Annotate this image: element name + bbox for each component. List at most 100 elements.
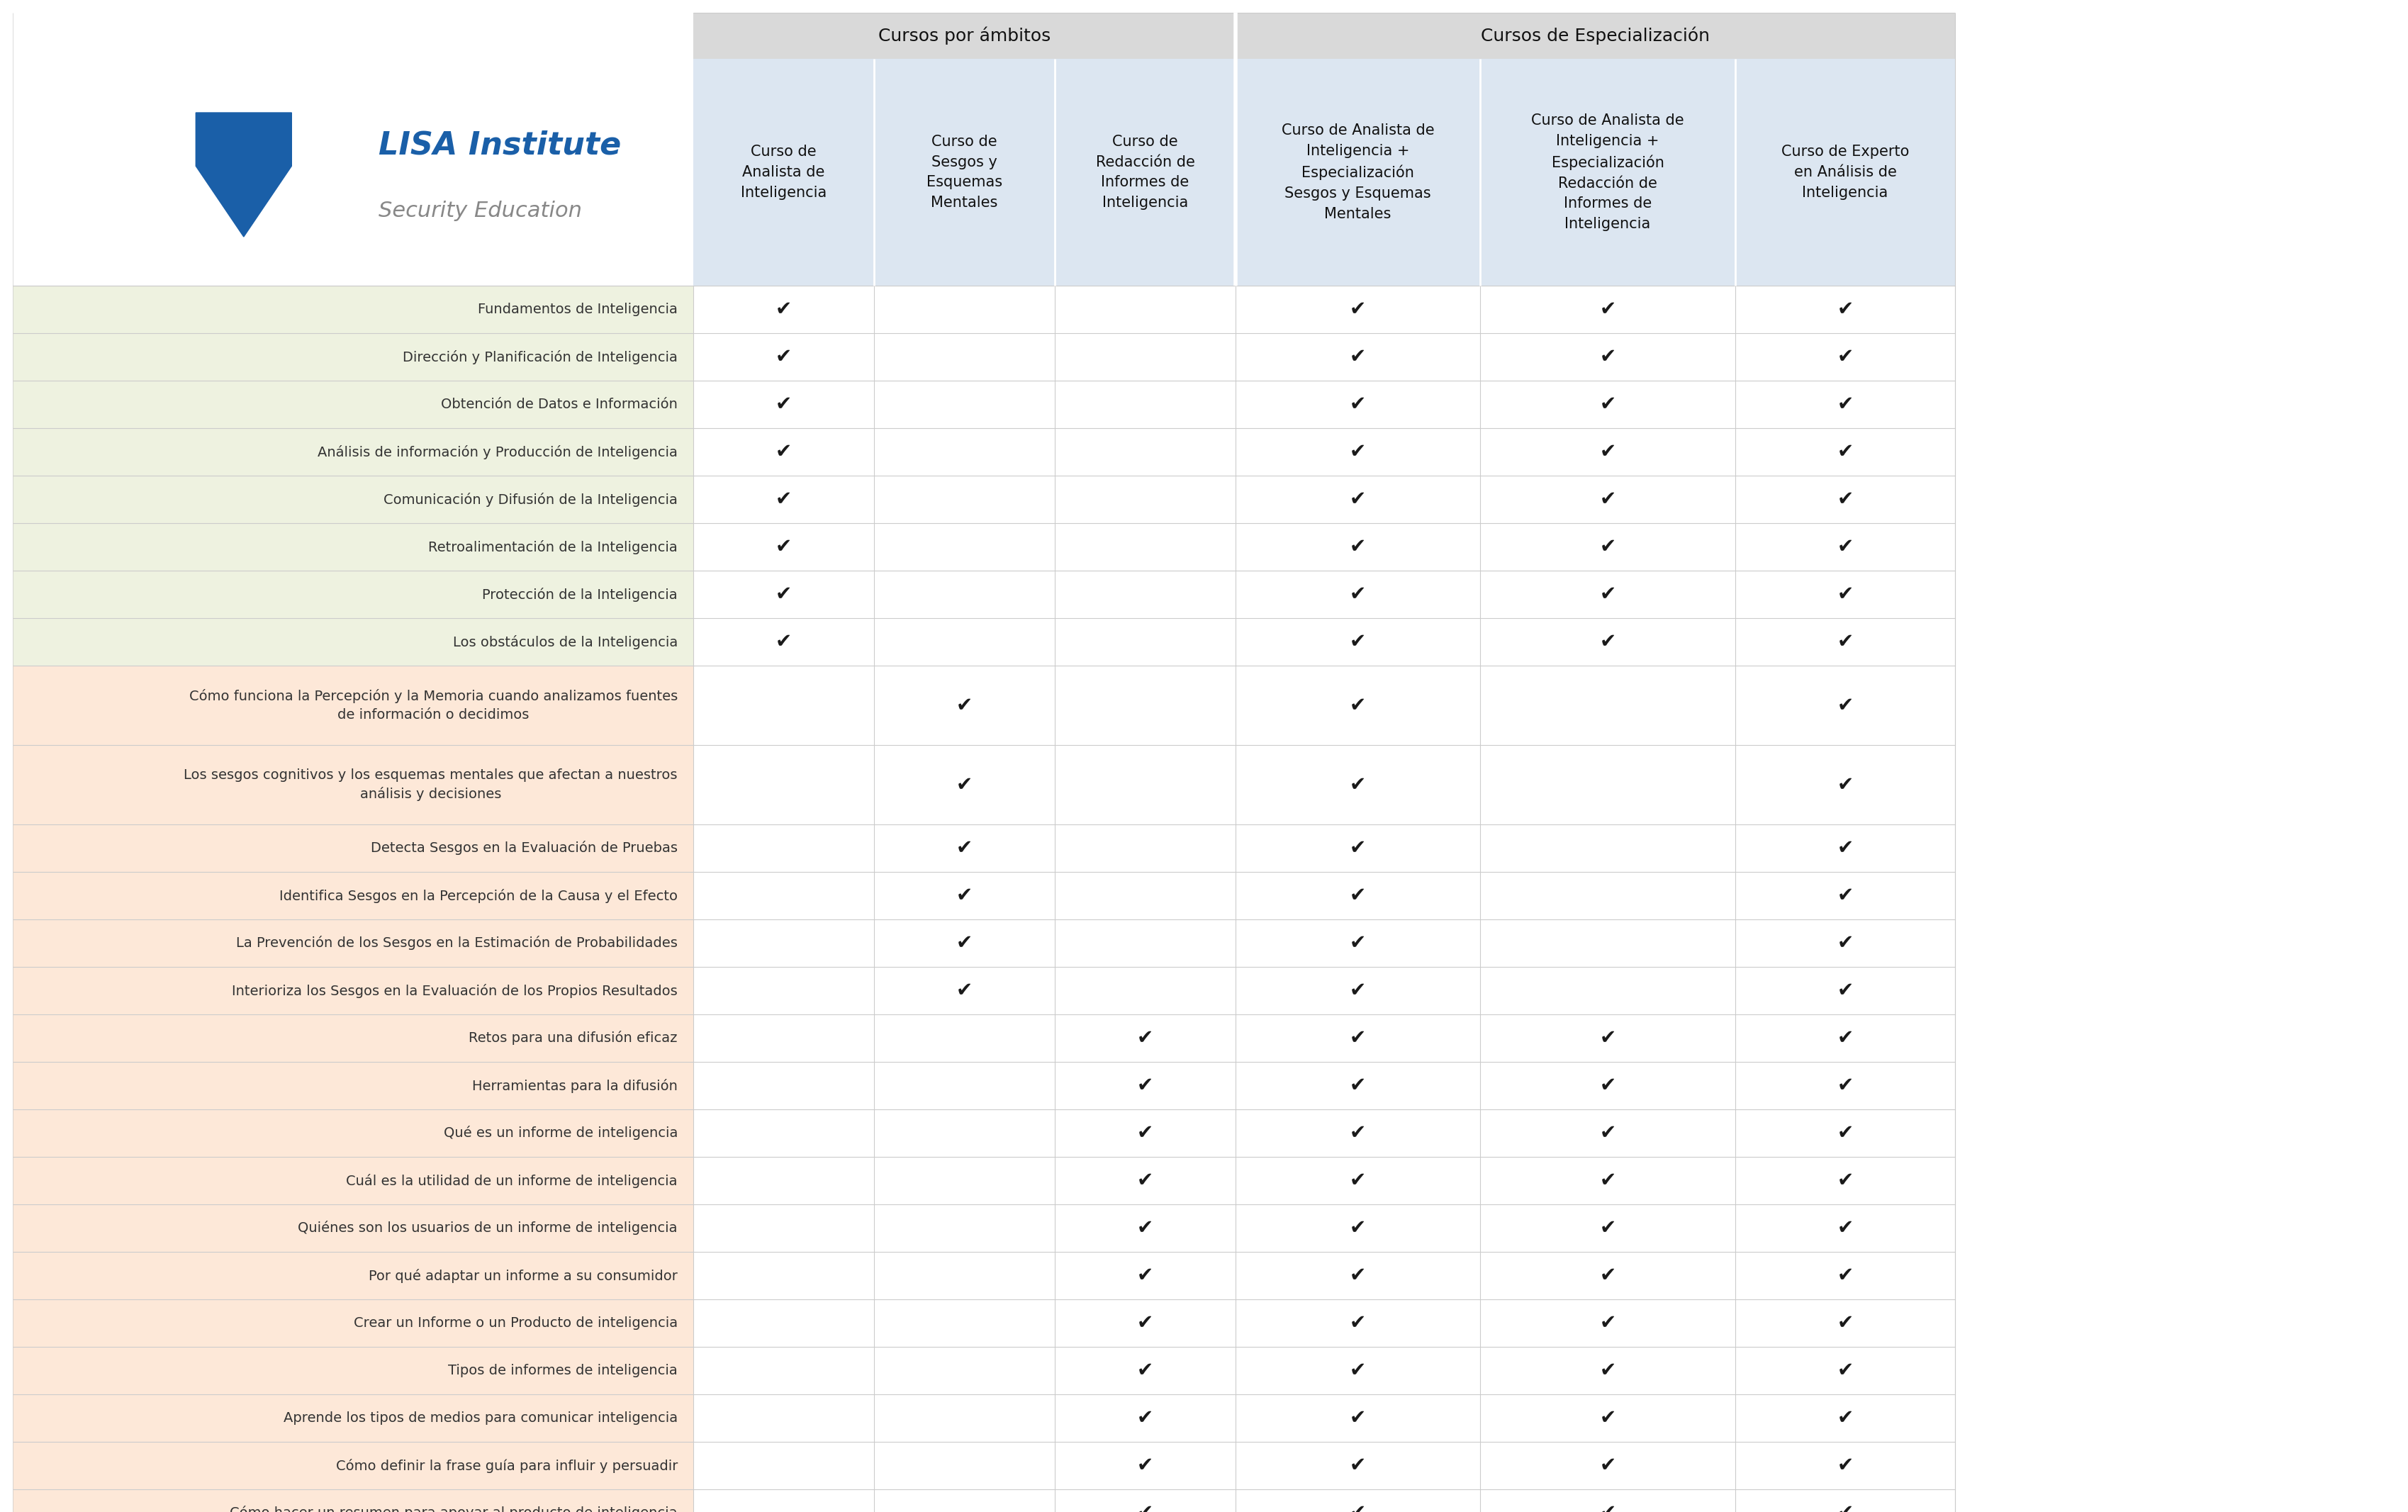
Text: ✔: ✔ bbox=[1599, 490, 1616, 510]
Text: ✔: ✔ bbox=[1137, 1075, 1153, 1096]
Text: ✔: ✔ bbox=[1599, 395, 1616, 414]
Bar bbox=[12, 665, 694, 745]
Bar bbox=[1235, 1061, 1479, 1110]
Bar bbox=[12, 824, 694, 872]
Text: ✔: ✔ bbox=[1599, 1361, 1616, 1380]
Bar bbox=[12, 381, 694, 428]
Text: ✔: ✔ bbox=[1137, 1361, 1153, 1380]
Bar bbox=[694, 1299, 874, 1347]
Bar bbox=[1479, 919, 1734, 966]
Text: ✔: ✔ bbox=[1837, 442, 1852, 461]
Bar bbox=[12, 872, 694, 919]
Bar bbox=[1055, 1347, 1235, 1394]
Text: Retroalimentación de la Inteligencia: Retroalimentación de la Inteligencia bbox=[429, 540, 677, 553]
Text: LISA Institute: LISA Institute bbox=[378, 130, 621, 160]
Text: ✔: ✔ bbox=[1837, 346, 1852, 367]
Bar bbox=[874, 570, 1055, 618]
Text: ✔: ✔ bbox=[1137, 1456, 1153, 1476]
Bar bbox=[1479, 570, 1734, 618]
Bar bbox=[1479, 1110, 1734, 1157]
Bar bbox=[1235, 618, 1479, 665]
Bar bbox=[874, 381, 1055, 428]
Text: ✔: ✔ bbox=[1348, 395, 1365, 414]
Text: ✔: ✔ bbox=[775, 585, 792, 605]
Text: ✔: ✔ bbox=[1837, 1123, 1852, 1143]
Bar bbox=[1235, 1442, 1479, 1489]
Text: ✔: ✔ bbox=[1837, 1219, 1852, 1238]
Text: ✔: ✔ bbox=[956, 774, 973, 795]
Bar bbox=[1734, 1299, 1955, 1347]
Text: Comunicación y Difusión de la Inteligencia: Comunicación y Difusión de la Inteligenc… bbox=[383, 493, 677, 507]
Text: Crear un Informe o un Producto de inteligencia: Crear un Informe o un Producto de inteli… bbox=[354, 1317, 677, 1331]
Text: Detecta Sesgos en la Evaluación de Pruebas: Detecta Sesgos en la Evaluación de Prueb… bbox=[371, 841, 677, 856]
Text: ✔: ✔ bbox=[775, 346, 792, 367]
Bar bbox=[1055, 1061, 1235, 1110]
Text: Tipos de informes de inteligencia: Tipos de informes de inteligencia bbox=[448, 1364, 677, 1377]
Bar bbox=[1235, 428, 1479, 476]
Text: Curso de Experto
en Análisis de
Inteligencia: Curso de Experto en Análisis de Intelige… bbox=[1780, 145, 1910, 200]
Bar bbox=[1734, 1442, 1955, 1489]
Text: ✔: ✔ bbox=[1348, 696, 1365, 715]
Bar bbox=[874, 1015, 1055, 1061]
Bar bbox=[1479, 523, 1734, 570]
Text: ✔: ✔ bbox=[1837, 1075, 1852, 1096]
Text: ✔: ✔ bbox=[1837, 490, 1852, 510]
Bar bbox=[1235, 1157, 1479, 1205]
Text: ✔: ✔ bbox=[956, 933, 973, 953]
Bar bbox=[1235, 824, 1479, 872]
Bar bbox=[874, 523, 1055, 570]
Bar bbox=[874, 1442, 1055, 1489]
Bar bbox=[1479, 1442, 1734, 1489]
Bar bbox=[1235, 745, 1479, 824]
Text: ✔: ✔ bbox=[1837, 774, 1852, 795]
Text: Los sesgos cognitivos y los esquemas mentales que afectan a nuestros
análisis y : Los sesgos cognitivos y los esquemas men… bbox=[183, 768, 677, 801]
Text: ✔: ✔ bbox=[1137, 1408, 1153, 1427]
Bar bbox=[1235, 1110, 1479, 1157]
Text: ✔: ✔ bbox=[1837, 1266, 1852, 1285]
Text: ✔: ✔ bbox=[1599, 299, 1616, 319]
Bar bbox=[874, 333, 1055, 381]
Bar bbox=[1055, 286, 1235, 333]
Text: ✔: ✔ bbox=[775, 395, 792, 414]
Bar bbox=[694, 824, 874, 872]
Bar bbox=[12, 523, 694, 570]
Bar bbox=[1055, 381, 1235, 428]
Text: Aprende los tipos de medios para comunicar inteligencia: Aprende los tipos de medios para comunic… bbox=[284, 1411, 677, 1424]
Bar bbox=[1734, 523, 1955, 570]
Text: Cursos por ámbitos: Cursos por ámbitos bbox=[879, 27, 1050, 45]
Bar bbox=[1479, 824, 1734, 872]
Bar bbox=[1055, 1394, 1235, 1442]
Bar bbox=[874, 618, 1055, 665]
Bar bbox=[1734, 618, 1955, 665]
Bar bbox=[1235, 476, 1479, 523]
Bar bbox=[1734, 286, 1955, 333]
Bar bbox=[1055, 665, 1235, 745]
Bar bbox=[1734, 745, 1955, 824]
Text: ✔: ✔ bbox=[1137, 1312, 1153, 1334]
Text: La Prevención de los Sesgos en la Estimación de Probabilidades: La Prevención de los Sesgos en la Estima… bbox=[236, 936, 677, 950]
Bar bbox=[1235, 333, 1479, 381]
Text: Cómo hacer un resumen para apoyar al producto de inteligencia: Cómo hacer un resumen para apoyar al pro… bbox=[229, 1506, 677, 1512]
Text: ✔: ✔ bbox=[1348, 442, 1365, 461]
Bar bbox=[1734, 1157, 1955, 1205]
Text: ✔: ✔ bbox=[1837, 886, 1852, 906]
Bar bbox=[694, 1442, 874, 1489]
Bar bbox=[1055, 966, 1235, 1015]
Polygon shape bbox=[195, 113, 291, 237]
Bar bbox=[694, 919, 874, 966]
Text: ✔: ✔ bbox=[1348, 585, 1365, 605]
Bar bbox=[1734, 1489, 1955, 1512]
Text: Curso de Analista de
Inteligencia +
Especialización
Redacción de
Informes de
Int: Curso de Analista de Inteligencia + Espe… bbox=[1531, 113, 1683, 231]
Text: ✔: ✔ bbox=[1348, 537, 1365, 556]
Bar bbox=[1055, 1110, 1235, 1157]
Text: ✔: ✔ bbox=[1599, 1408, 1616, 1427]
Bar bbox=[1055, 745, 1235, 824]
Bar bbox=[1055, 1442, 1235, 1489]
Bar bbox=[1235, 1205, 1479, 1252]
Text: ✔: ✔ bbox=[1837, 1361, 1852, 1380]
Text: ✔: ✔ bbox=[956, 696, 973, 715]
Bar bbox=[1734, 428, 1955, 476]
Bar bbox=[694, 1205, 874, 1252]
Text: ✔: ✔ bbox=[1348, 1361, 1365, 1380]
Bar bbox=[1055, 1299, 1235, 1347]
